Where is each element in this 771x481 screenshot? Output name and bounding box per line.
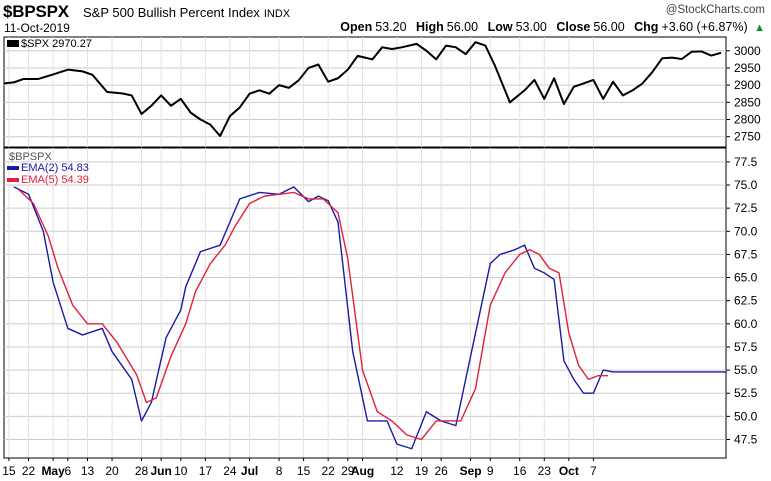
chart-header: $BPSPX S&P 500 Bullish Percent Index INDX… bbox=[0, 0, 771, 36]
ema-legend-text: EMA(5) 54.39 bbox=[21, 174, 89, 186]
ohlc-summary: Open 53.20 High 56.00 Low 53.00 Close 56.00 … bbox=[334, 20, 765, 34]
x-tick-label: 24 bbox=[223, 464, 237, 478]
y-tick-label: 60.0 bbox=[734, 317, 758, 331]
ema-legend-swatch bbox=[7, 178, 19, 182]
y-tick-label: 75.0 bbox=[734, 178, 758, 192]
y-tick-label: 67.5 bbox=[734, 247, 758, 261]
x-tick-label: 20 bbox=[105, 464, 119, 478]
x-tick-label: 8 bbox=[276, 464, 283, 478]
close-value: 56.00 bbox=[593, 20, 625, 34]
x-tick-label: Jun bbox=[150, 464, 171, 478]
spx-legend-text: $SPX 2970.27 bbox=[21, 38, 92, 50]
chg-value: +3.60 (+6.87%) bbox=[661, 20, 748, 34]
y-tick-label: 2950 bbox=[734, 61, 761, 75]
x-tick-label: 12 bbox=[390, 464, 404, 478]
y-tick-label: 2800 bbox=[734, 113, 761, 127]
x-tick-label: Sep bbox=[460, 464, 482, 478]
x-tick-label: 28 bbox=[135, 464, 149, 478]
x-tick-label: 15 bbox=[297, 464, 311, 478]
y-tick-label: 3000 bbox=[734, 44, 761, 58]
y-tick-label: 52.5 bbox=[734, 386, 758, 400]
low-label: Low bbox=[487, 20, 513, 34]
high-value: 56.00 bbox=[446, 20, 479, 34]
x-tick-label: 13 bbox=[81, 464, 95, 478]
x-tick-label: 15 bbox=[2, 464, 16, 478]
symbol-label: $BPSPX bbox=[3, 2, 69, 21]
y-tick-label: 57.5 bbox=[734, 340, 758, 354]
x-tick-label: 19 bbox=[415, 464, 429, 478]
series-line-0 bbox=[3, 41, 722, 137]
index-title: S&P 500 Bullish Percent Index bbox=[83, 5, 260, 20]
y-tick-label: 77.5 bbox=[734, 155, 758, 169]
panel-frame bbox=[3, 36, 727, 148]
brand-watermark[interactable]: @StockCharts.com bbox=[665, 4, 765, 16]
y-tick-label: 50.0 bbox=[734, 409, 758, 423]
bpspx-panel-title: $BPSPX bbox=[9, 151, 52, 163]
x-tick-label: 23 bbox=[538, 464, 552, 478]
x-tick-label: 29 bbox=[341, 464, 355, 478]
x-tick-label: 9 bbox=[487, 464, 494, 478]
bpspx-ema-panel: 47.5 50.0 52.5 55.0 57.5 60.0 62.5 65.0 67.5 70.0… bbox=[3, 147, 758, 459]
spx-legend-swatch bbox=[7, 40, 19, 47]
y-tick-label: 62.5 bbox=[734, 294, 758, 308]
y-tick-label: 55.0 bbox=[734, 363, 758, 377]
y-tick-label: 2750 bbox=[734, 130, 761, 144]
x-tick-label: 16 bbox=[513, 464, 527, 478]
ema-legend-text: EMA(2) 54.83 bbox=[21, 162, 89, 174]
x-tick-label: 26 bbox=[434, 464, 448, 478]
x-tick-label: 22 bbox=[321, 464, 335, 478]
y-tick-label: 2900 bbox=[734, 78, 761, 92]
x-tick-label: Oct bbox=[559, 464, 579, 478]
exchange-label: INDX bbox=[263, 8, 291, 20]
chart-date: 11-Oct-2019 bbox=[4, 21, 70, 35]
x-tick-label: 10 bbox=[174, 464, 188, 478]
open-label: Open bbox=[340, 20, 373, 34]
series-line-0 bbox=[13, 186, 726, 450]
close-label: Close bbox=[556, 20, 591, 34]
y-tick-label: 47.5 bbox=[734, 432, 758, 446]
low-value: 53.00 bbox=[515, 20, 547, 34]
x-tick-label: May bbox=[41, 464, 65, 478]
x-tick-label: 17 bbox=[199, 464, 213, 478]
spx-price-panel: 2750 2800 2850 2900 2950 3000 $SPX 2970.27 bbox=[3, 36, 761, 148]
x-tick-label: Jul bbox=[241, 464, 258, 478]
y-tick-label: 72.5 bbox=[734, 201, 758, 215]
x-tick-label: 22 bbox=[22, 464, 36, 478]
ema-legend-swatch bbox=[7, 166, 19, 170]
y-tick-label: 65.0 bbox=[734, 271, 758, 285]
high-label: High bbox=[416, 20, 444, 34]
series-line-1 bbox=[18, 189, 609, 441]
spx-legend: $SPX 2970.27 bbox=[7, 38, 92, 50]
chg-label: Chg bbox=[634, 20, 659, 34]
chg-up-arrow-icon: ▲ bbox=[754, 22, 765, 34]
x-tick-label: Aug bbox=[351, 464, 374, 478]
y-tick-label: 70.0 bbox=[734, 224, 758, 238]
y-tick-label: 2850 bbox=[734, 95, 761, 109]
x-tick-label: 6 bbox=[65, 464, 72, 478]
index-name: S&P 500 Bullish Percent Index INDX bbox=[83, 5, 290, 20]
open-value: 53.20 bbox=[375, 20, 407, 34]
x-tick-label: 7 bbox=[590, 464, 597, 478]
